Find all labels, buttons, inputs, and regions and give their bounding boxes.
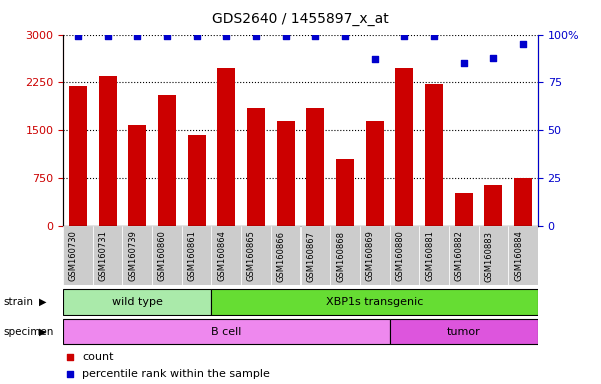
Point [281, 33, 290, 40]
Bar [478, 226, 508, 285]
Bar [69, 86, 87, 226]
Bar [330, 226, 360, 285]
Point [429, 33, 439, 40]
Text: ▶: ▶ [39, 296, 47, 307]
Text: GSM160880: GSM160880 [395, 230, 404, 281]
Bar [129, 125, 146, 226]
Point [340, 33, 350, 40]
Text: GSM160867: GSM160867 [307, 230, 316, 281]
Bar [360, 226, 389, 285]
Bar [307, 108, 325, 226]
Point [400, 33, 409, 40]
Bar [455, 193, 472, 226]
Bar [158, 95, 176, 226]
Bar [182, 226, 212, 285]
Text: XBP1s transgenic: XBP1s transgenic [326, 296, 423, 307]
Bar [212, 289, 538, 314]
Text: GSM160866: GSM160866 [276, 230, 285, 281]
Text: tumor: tumor [447, 327, 481, 337]
Text: GSM160860: GSM160860 [158, 230, 167, 281]
Point [162, 33, 172, 40]
Bar [449, 226, 478, 285]
Bar [152, 226, 182, 285]
Text: GSM160731: GSM160731 [99, 230, 108, 281]
Bar [389, 226, 419, 285]
Bar [514, 178, 532, 226]
Text: specimen: specimen [3, 327, 53, 337]
Bar [218, 68, 235, 226]
Bar [336, 159, 354, 226]
Text: GSM160868: GSM160868 [336, 230, 345, 281]
Bar [212, 226, 241, 285]
Point [222, 33, 231, 40]
Point [132, 33, 142, 40]
Point [459, 60, 469, 66]
Bar [271, 226, 300, 285]
Text: GSM160864: GSM160864 [218, 230, 227, 281]
Bar [425, 84, 443, 226]
Bar [419, 226, 449, 285]
Point [518, 41, 528, 47]
Bar [508, 226, 538, 285]
Point [251, 33, 261, 40]
Text: GSM160865: GSM160865 [247, 230, 256, 281]
Text: GDS2640 / 1455897_x_at: GDS2640 / 1455897_x_at [212, 12, 389, 25]
Point [311, 33, 320, 40]
Bar [241, 226, 271, 285]
Text: B cell: B cell [211, 327, 242, 337]
Text: GSM160869: GSM160869 [365, 230, 374, 281]
Point [66, 371, 75, 377]
Bar [247, 108, 265, 226]
Point [370, 56, 379, 63]
Bar [188, 135, 206, 226]
Text: ▶: ▶ [39, 327, 47, 337]
Point [103, 33, 112, 40]
Bar [366, 121, 383, 226]
Bar [63, 226, 93, 285]
Point [66, 354, 75, 360]
Bar [123, 226, 152, 285]
Text: GSM160730: GSM160730 [69, 230, 78, 281]
Point [489, 55, 498, 61]
Text: GSM160881: GSM160881 [425, 230, 434, 281]
Bar [389, 319, 538, 344]
Text: count: count [82, 352, 114, 362]
Text: strain: strain [3, 296, 33, 307]
Bar [93, 226, 123, 285]
Text: GSM160883: GSM160883 [484, 230, 493, 281]
Text: GSM160861: GSM160861 [188, 230, 197, 281]
Bar [63, 289, 212, 314]
Bar [99, 76, 117, 226]
Text: wild type: wild type [112, 296, 163, 307]
Point [73, 33, 83, 40]
Bar [276, 121, 294, 226]
Bar [300, 226, 330, 285]
Point [192, 33, 201, 40]
Text: GSM160739: GSM160739 [128, 230, 137, 281]
Text: GSM160882: GSM160882 [455, 230, 464, 281]
Text: GSM160884: GSM160884 [514, 230, 523, 281]
Bar [395, 68, 413, 226]
Text: percentile rank within the sample: percentile rank within the sample [82, 369, 270, 379]
Bar [63, 319, 389, 344]
Bar [484, 185, 502, 226]
